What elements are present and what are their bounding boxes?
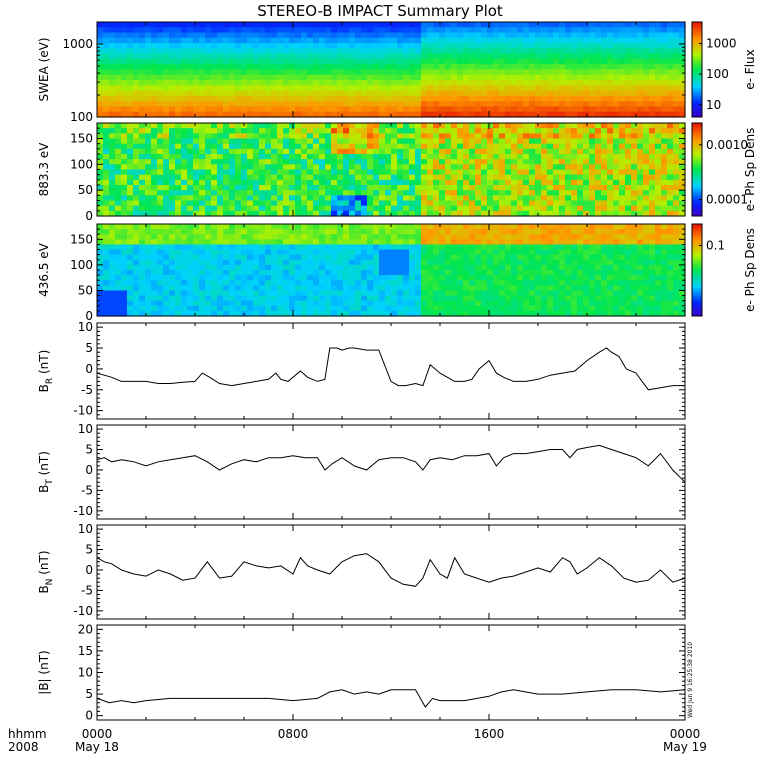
panel-bt: -10 -5 0 5 10 BT (nT) [37,422,686,520]
bn-frame [96,524,686,620]
swea-colorbar-tick-label: 1000 [706,36,737,50]
bn-series-line [96,553,686,587]
pad436-colorbar: 0.1 e- Ph Sp Dens [691,223,757,317]
bn-ytick-label: -10 [73,604,93,618]
bt-ytick-label: -10 [73,504,93,518]
panel-br: -10 -5 0 5 10 BR (nT) [37,320,686,420]
pad883-ytick-label: 0 [85,209,93,223]
pad883-ytick-label: 50 [78,183,93,197]
swea-colorbar-tick-label: 10 [706,98,721,112]
hhmm-label: hhmm [8,727,47,741]
timestamp-label: Wed Jun 9 16:25:38 2010 [687,642,694,718]
pad436-ytick-label: 150 [70,232,93,246]
br-frame [96,322,686,420]
swea-ytick-label: 1000 [62,37,93,51]
panel-bmag: 0 5 10 15 20 |B| (nT) [37,622,686,723]
swea-frame [96,21,686,118]
pad883-ylabel: 883.3 eV [37,142,51,197]
panel-bn: -10 -5 0 5 10 BN (nT) [37,522,686,620]
pad883-ytick-label: 150 [70,132,93,146]
swea-colorbar-tick-label: 100 [706,67,729,81]
bmag-ytick-label: 15 [78,644,93,658]
pad436-ytick-label: 100 [70,258,93,272]
pad883-frame [96,122,686,217]
br-series-line [96,347,685,391]
bt-frame [96,424,686,520]
year-label: 2008 [8,740,39,754]
bn-ytick-label: 0 [85,563,93,577]
br-ylabel: BR (nT) [37,350,55,393]
bt-ytick-label: -5 [81,483,93,497]
pad883-heatmap-cells [97,123,686,217]
panel-pad436: 0.1 e- Ph Sp Dens 0 50 100 150 436.5 eV [37,223,757,323]
bn-ytick-label: 10 [78,522,93,536]
br-ytick-label: 10 [78,320,93,334]
date-tick-label: May 18 [75,740,119,754]
date-tick-label: May 19 [663,740,707,754]
time-tick-label: 1600 [474,727,505,741]
bmag-ylabel: |B| (nT) [37,650,51,694]
time-tick-label: 0000 [670,727,701,741]
br-ytick-label: -5 [81,383,93,397]
plot-title: STEREO-B IMPACT Summary Plot [257,2,503,20]
swea-colorbar: 10 100 1000 e- Flux [691,21,757,118]
br-ytick-label: 0 [85,362,93,376]
bmag-ytick-label: 5 [85,687,93,701]
br-ytick-label: -10 [73,404,93,418]
swea-ylabel: SWEA (eV) [37,37,51,101]
swea-colorbar-label: e- Flux [743,49,757,89]
swea-ytick-label: 100 [70,110,93,124]
bt-ytick-label: 10 [78,422,93,436]
bmag-ytick-label: 0 [85,709,93,723]
bt-ytick-label: 0 [85,463,93,477]
pad883-colorbar-tick-label: 0.0001 [706,193,748,207]
pad883-ytick-label: 100 [70,157,93,171]
bn-ytick-label: -5 [81,583,93,597]
time-tick-label: 0800 [278,727,309,741]
pad436-colorbar-label: e- Ph Sp Dens [743,228,757,312]
swea-heatmap-cells [97,22,686,118]
bmag-series-line [96,689,686,708]
pad436-frame [96,223,686,317]
bt-ytick-label: 5 [85,443,93,457]
time-tick-label: 0000 [82,727,113,741]
pad436-ytick-label: 0 [85,309,93,323]
pad883-colorbar-tick-label: 0.0010 [706,138,748,152]
pad436-colorbar-tick-label: 0.1 [706,239,725,253]
bt-series-line [96,444,686,483]
pad436-ytick-label: 50 [78,283,93,297]
bmag-ytick-label: 20 [78,622,93,636]
bn-ytick-label: 5 [85,543,93,557]
pad436-heatmap-cells [97,224,686,317]
bn-ylabel: BN (nT) [37,550,55,593]
panel-swea: 10 100 1000 e- Flux 100 1000 SWEA (eV) [37,21,757,124]
pad436-ylabel: 436.5 eV [37,242,51,297]
bmag-ytick-label: 10 [78,666,93,680]
br-ytick-label: 5 [85,341,93,355]
pad883-colorbar-label: e- Ph Sp Dens [743,128,757,212]
bt-ylabel: BT (nT) [37,451,55,493]
bmag-frame [96,624,686,721]
